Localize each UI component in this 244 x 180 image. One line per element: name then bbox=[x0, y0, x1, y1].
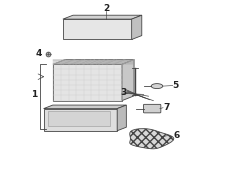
Polygon shape bbox=[132, 15, 142, 39]
Bar bbox=[48, 111, 110, 126]
Ellipse shape bbox=[151, 84, 163, 89]
Text: 1: 1 bbox=[31, 90, 37, 99]
Text: 2: 2 bbox=[103, 4, 110, 13]
Text: 4: 4 bbox=[36, 49, 42, 58]
Text: 5: 5 bbox=[172, 81, 178, 90]
Text: 3: 3 bbox=[120, 88, 126, 97]
Text: 7: 7 bbox=[163, 103, 170, 112]
Bar bbox=[63, 19, 132, 39]
FancyBboxPatch shape bbox=[143, 104, 161, 113]
Polygon shape bbox=[53, 60, 134, 64]
Polygon shape bbox=[122, 60, 134, 101]
Text: 6: 6 bbox=[173, 131, 179, 140]
Polygon shape bbox=[63, 15, 142, 19]
Bar bbox=[44, 109, 117, 131]
Polygon shape bbox=[44, 105, 126, 109]
Polygon shape bbox=[117, 105, 126, 131]
Bar bbox=[53, 64, 122, 101]
Polygon shape bbox=[130, 129, 174, 149]
